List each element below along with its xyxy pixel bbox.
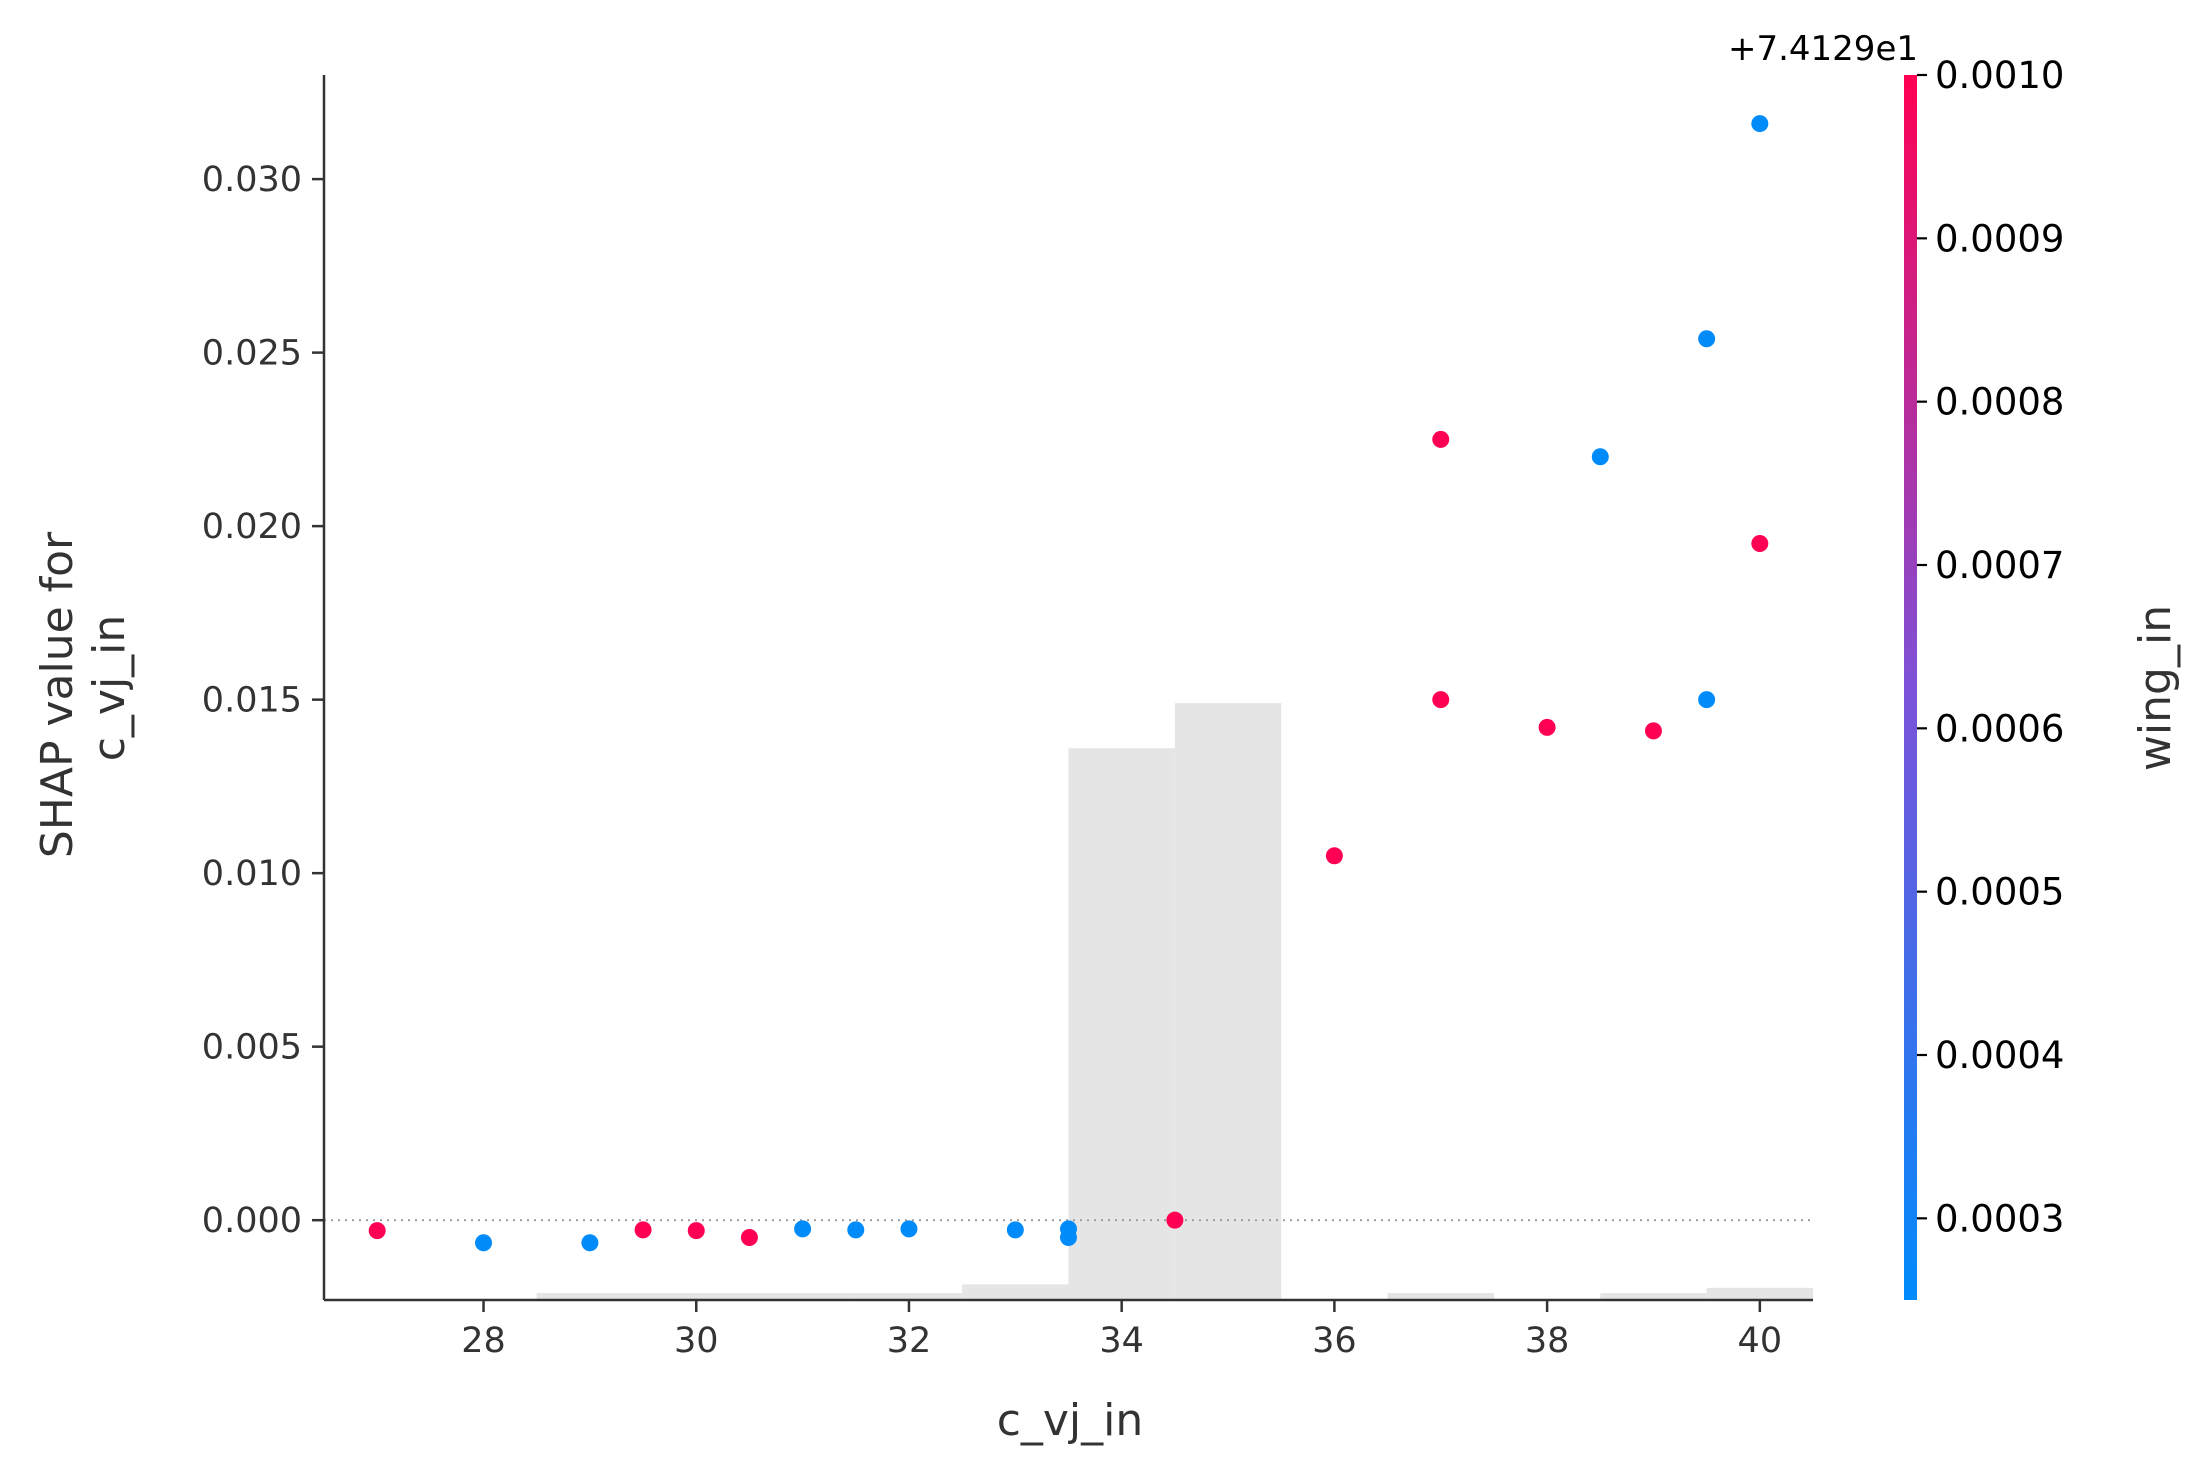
- data-point-4: [687, 1222, 705, 1240]
- histogram-background: [536, 703, 1813, 1300]
- x-tick-label-1: 30: [674, 1321, 719, 1361]
- data-point-2: [581, 1234, 599, 1252]
- histogram-bar-6: [1174, 703, 1282, 1300]
- data-point-18: [1644, 722, 1662, 740]
- y-tick-label-0: 0.000: [202, 1201, 302, 1241]
- y-tick-label-6: 0.030: [202, 160, 302, 200]
- colorbar-title: wing_in: [2130, 605, 2181, 771]
- data-point-1: [475, 1234, 493, 1252]
- y-axis-title: SHAP value for c_vj_in: [32, 518, 135, 858]
- x-tick-label-2: 32: [887, 1321, 932, 1361]
- histogram-bar-5: [1068, 748, 1175, 1300]
- y-tick-label-2: 0.010: [202, 854, 302, 894]
- data-point-8: [900, 1220, 918, 1238]
- data-point-0: [368, 1222, 386, 1240]
- colorbar-bar: [1904, 75, 1917, 1300]
- histogram-bar-8: [1600, 1293, 1707, 1300]
- colorbar-tick-label-4: 0.0007: [1935, 544, 2064, 587]
- colorbar-tick-label-2: 0.0005: [1935, 871, 2064, 914]
- colorbar-offset-text: +7.4129e1: [1728, 29, 1918, 69]
- histogram-bar-9: [1706, 1287, 1813, 1300]
- data-point-17: [1591, 448, 1609, 466]
- colorbar-tick-label-0: 0.0003: [1935, 1197, 2064, 1240]
- x-axis: 28 30 32 34 36 38 40: [324, 1298, 1813, 1361]
- data-point-13: [1325, 847, 1343, 865]
- colorbar-ticks: 0.0003 0.0004 0.0005 0.0006 0.0007 0.0008 0.00…: [1917, 54, 2064, 1240]
- data-point-14: [1432, 430, 1450, 448]
- histogram-bar-3: [855, 1293, 963, 1300]
- colorbar-tick-label-6: 0.0009: [1935, 217, 2064, 260]
- colorbar: 0.0003 0.0004 0.0005 0.0006 0.0007 0.0008 0.00…: [1728, 29, 2181, 1300]
- data-point-19: [1698, 330, 1716, 348]
- histogram-bar-4: [962, 1284, 1069, 1300]
- data-point-16: [1538, 718, 1556, 736]
- x-ticks: 28 30 32 34 36 38 40: [461, 1300, 1782, 1361]
- data-point-15: [1432, 691, 1450, 709]
- x-axis-title: c_vj_in: [997, 1395, 1144, 1446]
- data-point-22: [1751, 534, 1769, 552]
- x-tick-label-6: 40: [1738, 1321, 1783, 1361]
- data-point-3: [634, 1221, 652, 1239]
- y-axis-title-line-1: SHAP value for: [32, 531, 83, 858]
- x-tick-label-0: 28: [461, 1321, 506, 1361]
- y-axis: 0.000 0.005 0.010 0.015 0.020 0.025 0.030: [202, 75, 326, 1300]
- data-point-5: [740, 1229, 758, 1247]
- colorbar-tick-label-3: 0.0006: [1935, 707, 2064, 750]
- x-tick-label-3: 34: [1099, 1321, 1144, 1361]
- data-point-7: [847, 1221, 865, 1239]
- data-point-11: [1060, 1229, 1077, 1247]
- y-tick-label-3: 0.015: [202, 681, 302, 721]
- colorbar-tick-label-1: 0.0004: [1935, 1034, 2064, 1077]
- y-axis-title-line-2: c_vj_in: [84, 615, 135, 762]
- x-tick-label-5: 38: [1525, 1321, 1570, 1361]
- x-tick-label-4: 36: [1312, 1321, 1357, 1361]
- histogram-bar-1: [643, 1293, 750, 1300]
- histogram-bar-0: [536, 1293, 644, 1300]
- colorbar-tick-label-5: 0.0008: [1935, 381, 2064, 424]
- colorbar-tick-label-7: 0.0010: [1935, 54, 2064, 97]
- histogram-bar-7: [1387, 1293, 1494, 1300]
- y-tick-label-4: 0.020: [202, 507, 302, 547]
- data-point-9: [1006, 1221, 1024, 1239]
- y-ticks: 0.000 0.005 0.010 0.015 0.020 0.025 0.030: [202, 160, 324, 1241]
- histogram-bar-2: [749, 1293, 856, 1300]
- scatter-points: [368, 115, 1769, 1252]
- data-point-6: [794, 1220, 812, 1238]
- y-tick-label-1: 0.005: [202, 1028, 302, 1068]
- data-point-20: [1698, 691, 1716, 709]
- y-tick-label-5: 0.025: [202, 334, 302, 374]
- data-point-21: [1751, 115, 1769, 133]
- data-point-12: [1166, 1211, 1184, 1229]
